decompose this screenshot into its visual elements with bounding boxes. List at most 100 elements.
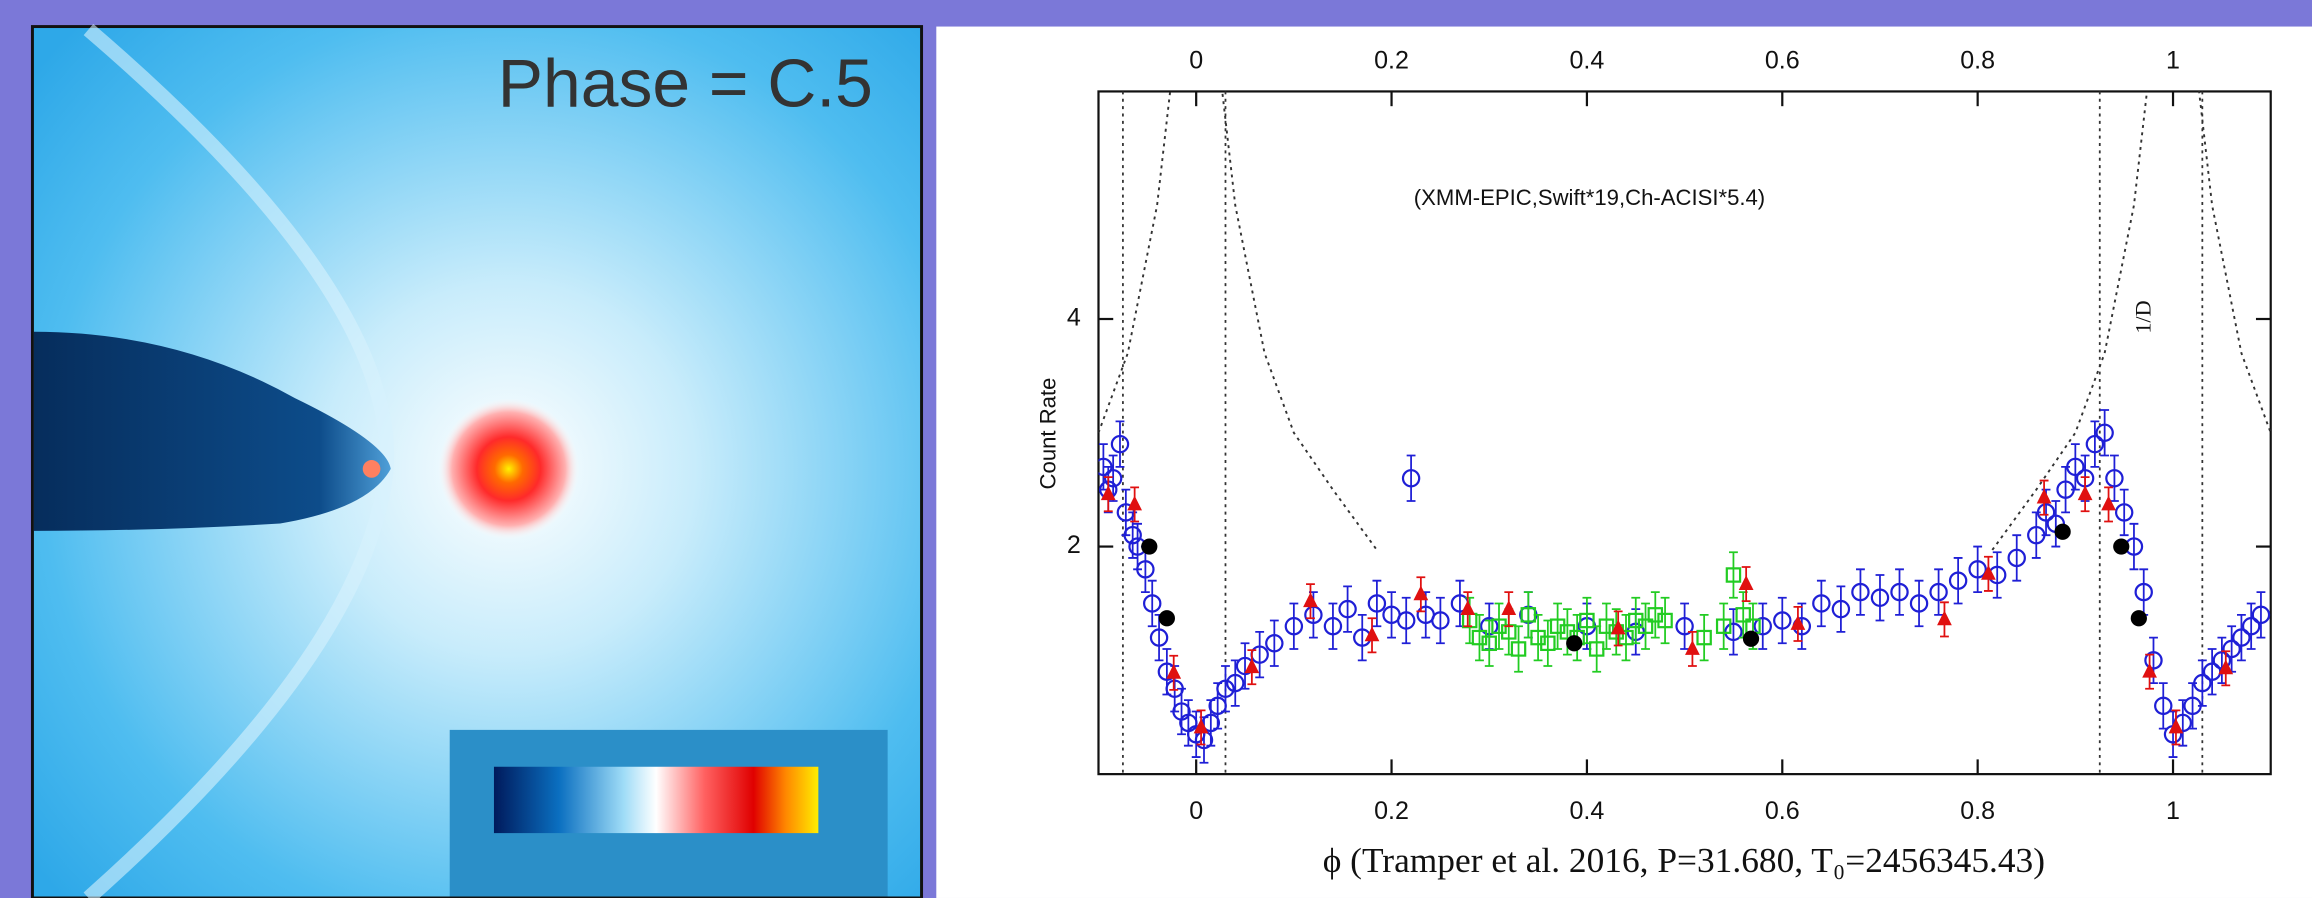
data-point (2036, 503, 2056, 522)
data-point (1100, 485, 1116, 501)
data-point (2218, 659, 2234, 675)
primary-star (437, 398, 580, 540)
plot-area (1098, 91, 2271, 775)
data-point (2085, 434, 2105, 454)
error-bar (2188, 682, 2197, 730)
error-bar (1719, 602, 1729, 650)
error-bar (1255, 631, 1265, 679)
data-point (1127, 495, 1143, 511)
error-bar (1631, 596, 1641, 645)
error-bar (1680, 602, 1690, 650)
data-point (2241, 616, 2261, 636)
data-point (1284, 616, 1304, 636)
error-bar (1514, 625, 1523, 673)
error-bar (1128, 511, 1138, 559)
data-point (1158, 610, 1175, 627)
error-bar (2129, 522, 2139, 571)
data-point (1753, 616, 1772, 636)
data-point (2066, 457, 2085, 477)
data-point (1675, 616, 1694, 636)
data-point (1618, 629, 1634, 646)
error-bar (1191, 710, 1201, 758)
data-point (2113, 538, 2130, 555)
error-bar (1121, 488, 1131, 537)
error-bar (1914, 579, 1924, 628)
data-point (1338, 599, 1357, 619)
data-point (2168, 718, 2184, 734)
error-bar (1406, 454, 1416, 502)
error-bar (1387, 591, 1396, 639)
error-bar (1435, 596, 1445, 645)
x-tick-label-top: 0.2 (1374, 47, 1409, 75)
data-point (2154, 696, 2173, 716)
data-point (1981, 565, 1996, 580)
error-bar (1494, 602, 1504, 650)
error-bar (1289, 602, 1299, 650)
y-tick-label: 4 (1067, 304, 1081, 332)
data-point (1265, 634, 1284, 653)
error-bar (1641, 602, 1650, 650)
data-point (1323, 616, 1343, 636)
data-point (1909, 594, 1929, 613)
data-point (1657, 612, 1673, 629)
data-point (2114, 503, 2134, 522)
data-point (1735, 607, 1751, 623)
x-tick-label-top: 0 (1189, 47, 1203, 75)
error-bar (1729, 551, 1738, 599)
error-bar (2197, 659, 2207, 707)
data-point (1937, 610, 1952, 626)
x-tick-label: 0 (1189, 797, 1203, 825)
data-point (2130, 610, 2147, 627)
data-point (1216, 679, 1235, 699)
data-point (1738, 575, 1754, 591)
annotation: 1/D (2130, 300, 2155, 333)
data-point (1431, 611, 1450, 630)
error-bar (1108, 454, 1118, 502)
inverse-distance-curve (1991, 91, 2271, 551)
data-point (1110, 434, 1130, 454)
data-point (1501, 600, 1517, 616)
data-point (1367, 594, 1387, 613)
companion-star (362, 460, 381, 478)
phase-label: Phase = C.5 (498, 46, 873, 121)
x-tick-label-top: 1 (2166, 47, 2180, 75)
data-point (1948, 571, 1968, 590)
data-point (1413, 585, 1429, 601)
wind-plume (33, 331, 391, 531)
data-point (1244, 658, 1260, 674)
error-bar (2236, 613, 2246, 662)
data-point (2222, 639, 2241, 659)
data-point (1929, 582, 1948, 602)
data-point (1364, 626, 1380, 642)
error-bar (2061, 466, 2071, 514)
annotation: (XMM-EPIC,Swift*19,Ch-ACISI*5.4) (1414, 185, 1765, 210)
data-point (2232, 628, 2251, 647)
data-point (2142, 662, 2157, 678)
x-axis-label: ϕ (Tramper et al. 2016, P=31.680, T₀=245… (1323, 840, 2045, 880)
data-point (2077, 485, 2093, 501)
error-bar (1401, 596, 1411, 645)
error-bar (1240, 642, 1250, 690)
error-bar (1953, 557, 1963, 605)
data-point (1481, 635, 1497, 652)
error-bar (1357, 613, 1367, 662)
error-bar (1660, 596, 1670, 645)
data-point (1123, 525, 1142, 545)
data-point (1143, 594, 1162, 613)
data-point (2134, 582, 2153, 602)
error-bar (1856, 568, 1865, 616)
x-tick-label: 0.6 (1765, 797, 1800, 825)
data-point (1579, 612, 1595, 629)
data-point (1193, 718, 1209, 734)
data-point (1696, 629, 1712, 646)
error-bar (1221, 665, 1230, 713)
error-bar (1602, 602, 1611, 650)
error-bar (2119, 488, 2129, 537)
error-bar (1934, 568, 1944, 616)
error-bar (1973, 545, 1983, 593)
data-point (1685, 640, 1700, 655)
data-point (1637, 618, 1654, 634)
data-point (1870, 588, 1890, 607)
error-bar (1328, 602, 1338, 650)
